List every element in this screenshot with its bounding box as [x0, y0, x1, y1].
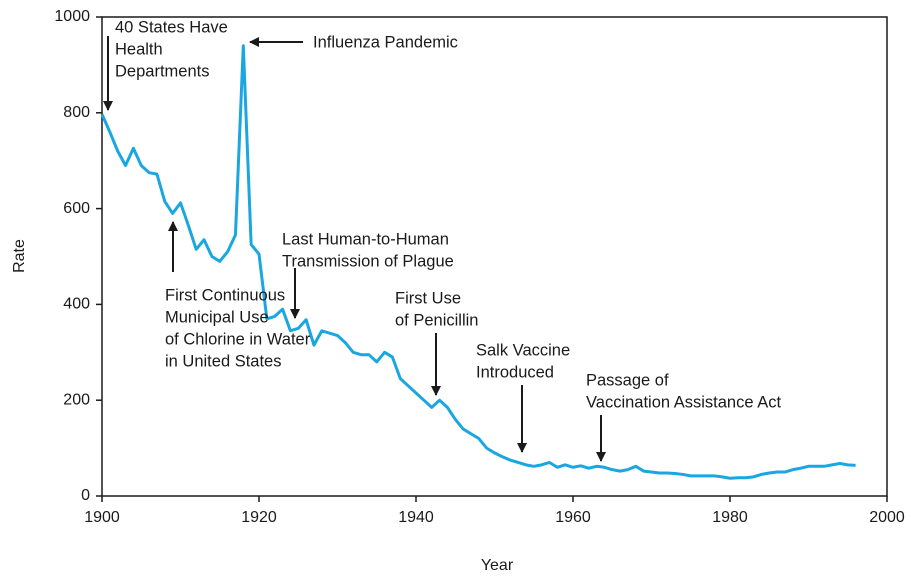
annotation-text: Transmission of Plague: [282, 252, 454, 270]
annotation-text: Salk Vaccine: [476, 341, 570, 359]
x-axis-label: Year: [481, 557, 514, 574]
x-tick-label: 1980: [712, 509, 748, 526]
x-tick-label: 1920: [241, 509, 277, 526]
plot-frame: [101, 16, 888, 497]
annotation-text: Municipal Use: [165, 308, 269, 326]
annotation-text: Health: [115, 40, 163, 58]
annotation-text: of Penicillin: [395, 311, 478, 329]
y-axis-label: Rate: [11, 239, 28, 273]
annotation-text: Introduced: [476, 363, 554, 381]
x-tick-label: 1900: [84, 509, 120, 526]
y-tick-label: 400: [63, 296, 90, 313]
x-tick-label: 2000: [869, 509, 905, 526]
annotation-text: Last Human-to-Human: [282, 230, 449, 248]
x-tick-label: 1940: [398, 509, 434, 526]
data-line: [100, 44, 856, 480]
annotation-text: First Use: [395, 289, 461, 307]
y-tick-label: 1000: [54, 8, 90, 25]
y-tick-label: 200: [63, 391, 90, 408]
y-tick-label: 600: [63, 200, 90, 217]
annotation-text: in United States: [165, 352, 281, 370]
annotation-text: 40 States Have: [115, 18, 228, 36]
y-tick-label: 0: [81, 487, 90, 504]
annotation-text: Passage of: [586, 371, 669, 389]
y-tick-label: 800: [63, 104, 90, 121]
annotation-text: of Chlorine in Water: [165, 330, 311, 348]
x-tick-label: 1960: [555, 509, 591, 526]
annotation-text: Influenza Pandemic: [313, 33, 458, 51]
annotation-text: Vaccination Assistance Act: [586, 393, 781, 411]
annotation-text: First Continuous: [165, 286, 285, 304]
annotation-text: Departments: [115, 62, 209, 80]
